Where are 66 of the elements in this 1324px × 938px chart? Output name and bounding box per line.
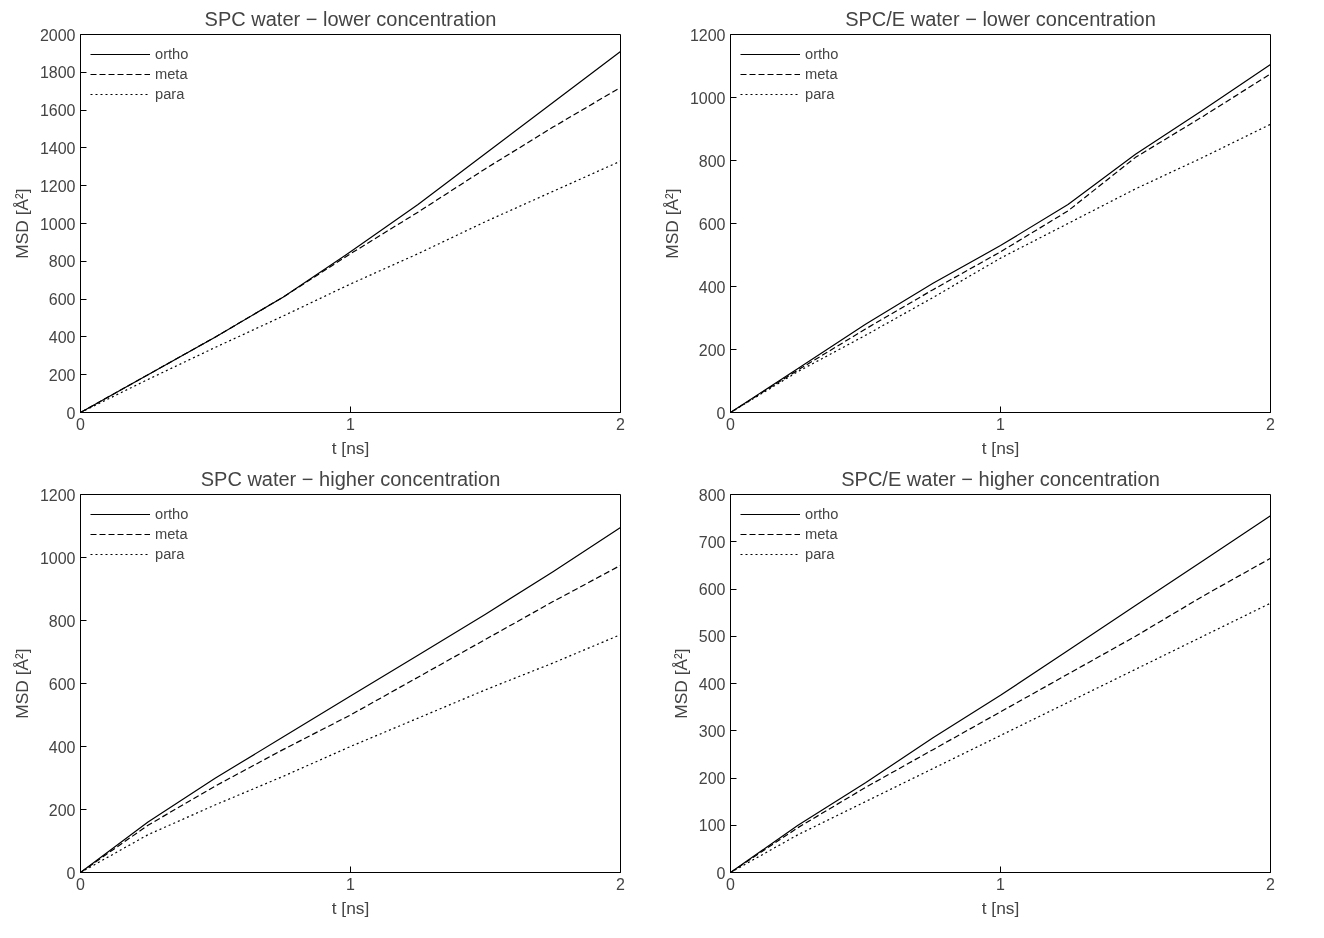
y-tick-label: 1400 <box>39 139 76 157</box>
x-tick-label: 1 <box>996 875 1006 893</box>
y-tick-label: 300 <box>698 722 726 740</box>
x-axis-title: t [ns] <box>331 437 370 458</box>
x-tick-label: 2 <box>616 415 626 433</box>
x-tick-label: 1 <box>346 415 356 433</box>
x-tick-label: 2 <box>616 875 626 893</box>
y-axis-title: MSD [Å²] <box>11 648 32 719</box>
y-tick-label: 1600 <box>39 102 76 120</box>
legend-label: ortho <box>805 46 839 62</box>
y-tick-label: 600 <box>48 291 76 309</box>
y-tick-label: 2000 <box>39 26 76 44</box>
legend-label: meta <box>155 526 188 542</box>
x-axis-title: t [ns] <box>981 437 1020 458</box>
chart-title: SPC/E water − lower concentration <box>845 7 1156 30</box>
legend-label: meta <box>805 66 838 82</box>
y-tick-label: 400 <box>48 738 76 756</box>
y-tick-label: 600 <box>698 581 726 598</box>
y-tick-label: 800 <box>48 253 76 271</box>
y-tick-label: 0 <box>66 404 76 422</box>
y-tick-label: 1000 <box>39 215 76 233</box>
y-tick-label: 200 <box>48 801 76 819</box>
chart-title: SPC/E water − higher concentration <box>841 467 1160 490</box>
chart-title: SPC water − lower concentration <box>204 7 497 30</box>
legend-label: meta <box>805 526 838 542</box>
y-tick-label: 0 <box>716 864 726 882</box>
legend-label: ortho <box>155 506 189 522</box>
legend-label: ortho <box>155 46 189 62</box>
y-axis-title: MSD [Å²] <box>11 188 32 259</box>
x-axis-title: t [ns] <box>981 897 1020 918</box>
y-tick-label: 700 <box>698 533 726 551</box>
y-tick-label: 1000 <box>39 549 76 567</box>
y-tick-label: 800 <box>698 152 726 170</box>
legend-label: para <box>155 86 185 102</box>
y-tick-label: 400 <box>698 675 726 693</box>
legend-label: para <box>805 86 835 102</box>
y-tick-label: 600 <box>48 675 76 693</box>
y-tick-label: 0 <box>66 864 76 882</box>
y-tick-label: 200 <box>698 770 726 787</box>
legend-label: para <box>805 546 835 562</box>
y-tick-label: 600 <box>698 215 726 233</box>
y-tick-label: 800 <box>48 612 76 630</box>
y-tick-label: 400 <box>698 278 726 296</box>
legend-label: ortho <box>805 506 839 522</box>
y-tick-label: 100 <box>698 817 726 835</box>
x-tick-label: 2 <box>1266 875 1276 893</box>
y-tick-label: 1800 <box>39 64 76 82</box>
legend-label: para <box>155 546 185 562</box>
y-tick-label: 1000 <box>689 89 726 107</box>
y-tick-label: 1200 <box>689 26 726 44</box>
chart-title: SPC water − higher concentration <box>200 467 501 490</box>
x-axis-title: t [ns] <box>331 897 370 918</box>
legend-label: meta <box>155 66 188 82</box>
x-tick-label: 1 <box>996 415 1006 433</box>
y-tick-label: 0 <box>716 404 726 422</box>
x-tick-label: 2 <box>1266 415 1276 433</box>
y-tick-label: 500 <box>698 628 726 646</box>
y-tick-label: 800 <box>698 486 726 504</box>
y-tick-label: 200 <box>48 366 76 384</box>
y-tick-label: 1200 <box>39 177 76 195</box>
y-axis-title: MSD [Å²] <box>661 188 682 259</box>
y-tick-label: 1200 <box>39 486 76 504</box>
y-tick-label: 200 <box>698 341 726 359</box>
x-tick-label: 1 <box>346 875 356 893</box>
y-axis-title: MSD [Å²] <box>670 648 691 719</box>
y-tick-label: 400 <box>48 328 76 346</box>
